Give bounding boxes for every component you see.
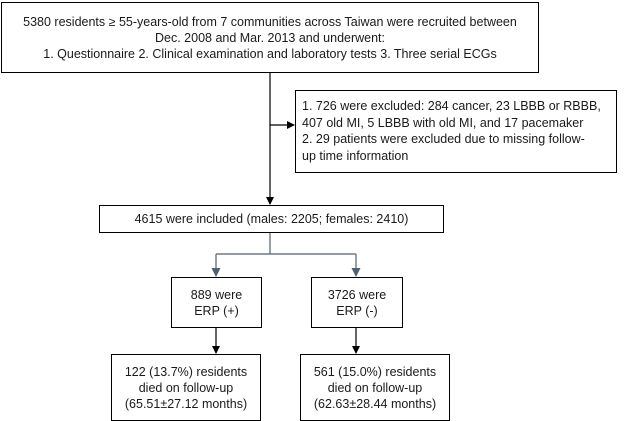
exclusion-line-3: 2. 29 patients were excluded due to miss… [302,132,585,146]
outcome-positive-line-1: 122 (13.7%) residents [124,364,248,379]
included-box: 4615 were included (males: 2205; females… [99,205,444,233]
recruitment-box: 5380 residents ≥ 55-years-old from 7 com… [1,2,539,73]
erp-negative-box: 3726 were ERP (-) [311,277,403,328]
erp-positive-line-2: ERP (+) [194,303,239,318]
outcome-positive-line-3: (65.51±27.12 months) [124,396,248,411]
exclusion-line-2: 407 old MI, 5 LBBB with old MI, and 17 p… [302,115,584,130]
recruitment-line-3: 1. Questionnaire 2. Clinical examination… [43,46,497,61]
recruitment-line-1: 5380 residents ≥ 55-years-old from 7 com… [23,14,517,29]
exclusion-box: 1. 726 were excluded: 284 cancer, 23 LBB… [295,90,617,173]
outcome-negative-line-3: (62.63±28.44 months) [313,396,437,411]
included-text: 4615 were included (males: 2205; females… [134,212,409,226]
erp-positive-line-1: 889 were [190,287,243,302]
erp-positive-box: 889 were ERP (+) [171,277,262,328]
outcome-negative-line-1: 561 (15.0%) residents [313,364,437,379]
exclusion-line-4: up time information [302,148,409,163]
outcome-negative-line-2: died on follow-up [327,380,423,395]
outcome-negative-box: 561 (15.0%) residents died on follow-up … [300,354,450,421]
recruitment-line-2: Dec. 2008 and Mar. 2013 and underwent: [154,30,386,45]
outcome-positive-line-2: died on follow-up [138,380,234,395]
erp-negative-line-2: ERP (-) [336,303,378,318]
exclusion-line-1: 1. 726 were excluded: 284 cancer, 23 LBB… [302,99,601,113]
outcome-positive-box: 122 (13.7%) residents died on follow-up … [111,354,261,421]
erp-negative-line-1: 3726 were [327,287,387,302]
